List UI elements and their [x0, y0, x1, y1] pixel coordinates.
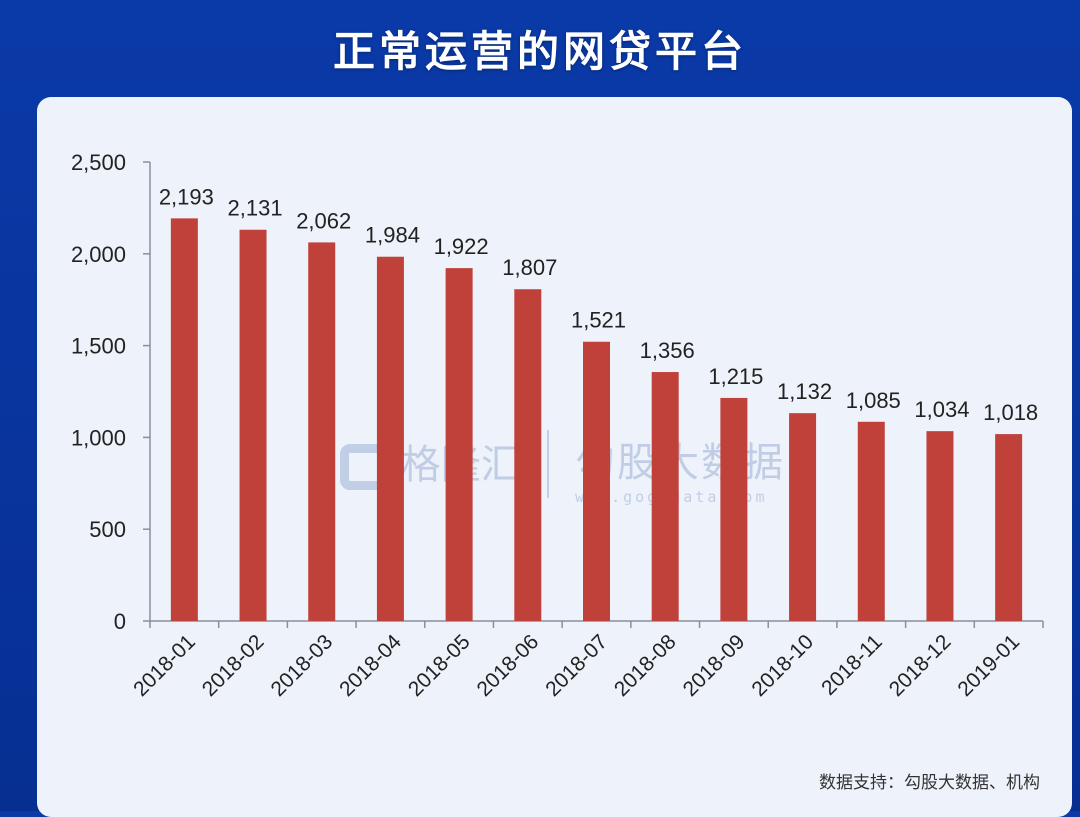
watermark-divider — [547, 430, 549, 498]
data-source-note: 数据支持：勾股大数据、机构 — [819, 773, 1040, 793]
data-label: 1,085 — [846, 388, 901, 413]
data-label: 1,034 — [914, 397, 969, 422]
data-label: 1,984 — [365, 223, 420, 248]
bar — [445, 268, 473, 621]
y-tick-label: 0 — [114, 609, 126, 634]
data-label: 1,018 — [983, 400, 1038, 425]
data-label: 2,062 — [296, 208, 351, 233]
y-tick-label: 1,000 — [71, 425, 126, 450]
bar — [857, 421, 885, 621]
bar — [376, 256, 404, 621]
bar — [308, 242, 336, 621]
y-tick-label: 1,500 — [71, 334, 126, 359]
x-tick-label: 2018-03 — [267, 630, 338, 701]
data-label: 1,132 — [777, 379, 832, 404]
x-tick-label: 2018-08 — [610, 630, 681, 701]
x-tick-label: 2018-09 — [679, 630, 750, 701]
bar — [995, 434, 1023, 621]
bar — [720, 397, 748, 621]
x-tick-label: 2018-04 — [335, 630, 406, 701]
bar — [926, 431, 954, 621]
chart-title: 正常运营的网贷平台 — [332, 27, 747, 76]
x-tick-label: 2018-11 — [817, 630, 887, 700]
x-tick-label: 2018-12 — [885, 630, 956, 701]
x-tick-label: 2018-05 — [404, 630, 475, 701]
data-label: 1,356 — [640, 338, 695, 363]
data-label: 1,807 — [502, 255, 557, 280]
x-tick-label: 2018-06 — [473, 630, 544, 701]
bar — [789, 413, 817, 621]
y-tick-label: 2,000 — [71, 242, 126, 267]
bar — [170, 218, 198, 621]
data-label: 1,922 — [434, 234, 489, 259]
y-tick-label: 500 — [89, 517, 126, 542]
data-label: 1,215 — [708, 364, 763, 389]
data-label: 1,521 — [571, 308, 626, 333]
bar — [583, 341, 610, 621]
x-tick-label: 2018-02 — [198, 630, 269, 701]
bar — [514, 289, 542, 621]
x-tick-label: 2019-01 — [953, 630, 1024, 701]
bar — [239, 229, 267, 621]
x-tick-label: 2018-10 — [747, 630, 818, 701]
bar — [651, 372, 679, 621]
y-tick-label: 2,500 — [71, 150, 126, 175]
chart-panel — [37, 97, 1072, 817]
x-tick-label: 2018-07 — [541, 630, 612, 701]
data-label: 2,131 — [228, 196, 283, 221]
x-tick-label: 2018-01 — [129, 630, 200, 701]
data-label: 2,193 — [159, 184, 214, 209]
